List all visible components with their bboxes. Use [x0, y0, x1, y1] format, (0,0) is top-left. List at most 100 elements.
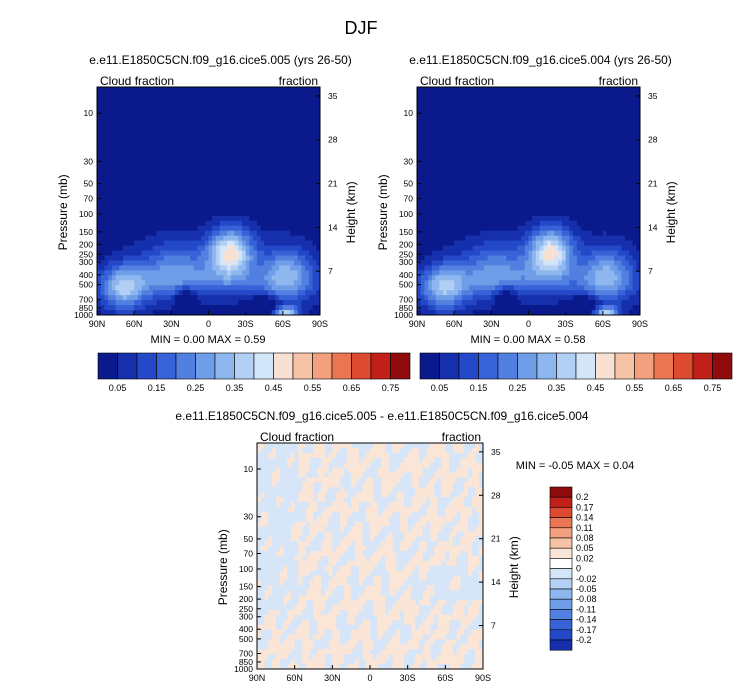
field-cell: [316, 106, 320, 113]
field-cell: [163, 116, 169, 123]
field-cell: [175, 87, 180, 93]
field-cell: [554, 146, 559, 153]
field-cell: [189, 121, 195, 128]
field-cell: [175, 196, 180, 202]
field-cell: [182, 305, 187, 311]
field-cell: [126, 295, 132, 301]
field-cell: [312, 111, 317, 118]
field-cell: [565, 176, 570, 182]
field-cell: [621, 181, 626, 187]
field-cell: [253, 210, 258, 217]
field-cell: [513, 96, 518, 103]
y-tick-label: 100: [79, 209, 93, 219]
field-cell: [234, 151, 239, 157]
field-cell: [420, 186, 426, 192]
chart-panel-1: e.e11.E1850C5CN.f09_g16.cice5.005 (yrs 2…: [56, 53, 411, 393]
field-cell: [602, 96, 608, 103]
field-cell: [286, 131, 291, 138]
field-cell: [163, 131, 169, 138]
field-cell: [126, 240, 132, 247]
field-cell: [204, 151, 210, 157]
field-cell: [435, 87, 440, 93]
field-cell: [115, 146, 120, 153]
field-cell: [223, 191, 228, 197]
field-cell: [145, 161, 150, 167]
field-cell: [316, 196, 320, 202]
field-cell: [446, 136, 452, 143]
field-cell: [543, 191, 548, 197]
field-cell: [163, 280, 169, 286]
field-cell: [197, 250, 202, 257]
field-cell: [591, 91, 596, 98]
field-cell: [97, 111, 102, 118]
field-cell: [260, 255, 265, 262]
field-cell: [558, 205, 563, 212]
field-cell: [524, 131, 530, 138]
field-cell: [178, 191, 184, 197]
field-cell: [201, 265, 206, 271]
field-cell: [126, 161, 132, 167]
field-cell: [301, 220, 306, 227]
field-cell: [539, 250, 544, 257]
field-cell: [457, 116, 463, 123]
field-cell: [241, 235, 247, 242]
field-cell: [610, 210, 615, 217]
field-cell: [249, 111, 254, 118]
field-cell: [134, 111, 139, 118]
field-cell: [632, 255, 637, 262]
field-cell: [539, 260, 544, 267]
field-cell: [454, 156, 459, 162]
field-cell: [569, 210, 574, 217]
field-cell: [223, 255, 228, 262]
field-cell: [119, 186, 124, 192]
field-cell: [189, 156, 195, 162]
field-cell: [290, 191, 295, 197]
field-cell: [219, 106, 224, 113]
field-cell: [431, 255, 437, 262]
field-cell: [483, 201, 489, 207]
field-cell: [175, 240, 180, 247]
field-cell: [249, 141, 254, 148]
field-cell: [461, 255, 466, 262]
field-cell: [186, 215, 191, 222]
field-cell: [227, 265, 232, 271]
field-cell: [208, 250, 213, 257]
field-cell: [532, 255, 537, 262]
field-cell: [312, 270, 317, 276]
field-cell: [212, 106, 217, 113]
field-cell: [104, 141, 109, 148]
field-cell: [424, 171, 429, 177]
field-cell: [308, 201, 314, 207]
field-cell: [208, 141, 213, 148]
field-cell: [256, 91, 262, 98]
field-cell: [509, 215, 515, 222]
field-cell: [215, 176, 221, 182]
field-cell: [584, 111, 589, 118]
field-cell: [119, 111, 124, 118]
field-cell: [149, 186, 154, 192]
field-cell: [532, 111, 537, 118]
field-cell: [613, 141, 619, 148]
field-cell: [152, 255, 158, 262]
field-cell: [141, 300, 146, 306]
field-cell: [234, 300, 239, 306]
field-cell: [119, 270, 124, 276]
field-cell: [465, 215, 470, 222]
field-cell: [282, 285, 288, 291]
field-cell: [249, 106, 254, 113]
field-cell: [160, 166, 165, 172]
field-cell: [279, 166, 284, 172]
field-cell: [610, 126, 615, 133]
field-cell: [498, 181, 504, 187]
field-cell: [241, 240, 247, 247]
field-cell: [123, 116, 128, 123]
field-cell: [435, 131, 440, 138]
field-cell: [197, 116, 202, 123]
field-cell: [212, 310, 217, 315]
field-cell: [208, 121, 213, 128]
field-cell: [491, 210, 496, 217]
field-cell: [305, 136, 310, 143]
field-cell: [238, 111, 243, 118]
field-cell: [625, 240, 630, 247]
field-cell: [182, 230, 187, 237]
